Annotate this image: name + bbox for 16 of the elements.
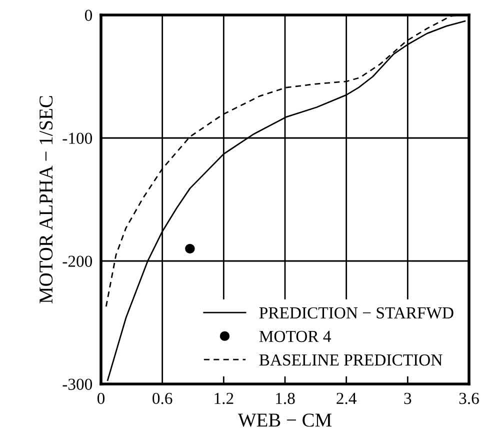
- x-tick-label: 0.6: [152, 392, 172, 404]
- legend-label: PREDICTION − STARFWD: [259, 307, 454, 319]
- y-tick-label: -300: [62, 378, 92, 390]
- y-tick-label: -200: [62, 256, 92, 267]
- x-axis-title: WEB − CM: [238, 414, 332, 427]
- legend-label: BASELINE PREDICTION: [259, 354, 442, 366]
- x-tick-label: 1.8: [276, 392, 295, 404]
- y-axis-title: MOTOR ALPHA − 1/SEC: [40, 96, 53, 304]
- x-tick-label: 3: [404, 392, 412, 404]
- legend-label: MOTOR 4: [259, 330, 332, 342]
- x-tick-label: 2.4: [336, 392, 356, 404]
- y-tick-label: 0: [84, 10, 92, 21]
- x-tick-label: 1.2: [214, 392, 234, 404]
- x-tick-label: 3.6: [459, 392, 479, 404]
- x-tick-label: 0: [97, 392, 105, 404]
- y-tick-label: -100: [62, 132, 92, 144]
